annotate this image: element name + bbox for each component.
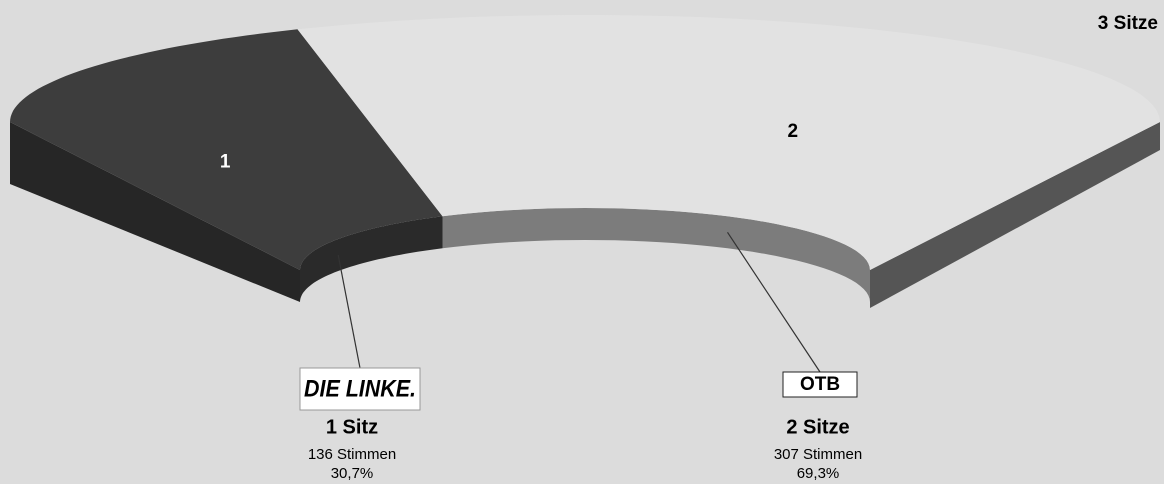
end-face — [870, 122, 1160, 308]
segment-label: 2 — [787, 121, 798, 142]
seat-count: 1 Sitz — [326, 416, 378, 438]
vote-percent: 69,3% — [797, 465, 840, 482]
segment-label: 1 — [220, 151, 231, 172]
end-face — [10, 122, 300, 302]
seat-segment — [297, 15, 1160, 270]
seat-segment — [10, 29, 443, 270]
inner-wall — [300, 216, 443, 302]
vote-percent: 30,7% — [331, 465, 374, 482]
party-name: DIE LINKE. — [304, 375, 416, 402]
party-logo-box — [299, 367, 421, 411]
party-name: OTB — [800, 374, 840, 395]
party-logo-box — [782, 371, 858, 398]
inner-wall — [442, 208, 870, 302]
leader-line — [337, 254, 361, 369]
party-label: OTB 2 Sitze 307 Stimmen 69,3% — [774, 371, 862, 482]
total-seats: 3 Sitze — [1098, 13, 1158, 34]
vote-count: 307 Stimmen — [774, 446, 862, 463]
seat-count: 2 Sitze — [786, 416, 849, 438]
vote-count: 136 Stimmen — [308, 446, 396, 463]
party-label: DIE LINKE. 1 Sitz 136 Stimmen 30,7% — [299, 367, 421, 482]
leader-line — [726, 231, 821, 373]
